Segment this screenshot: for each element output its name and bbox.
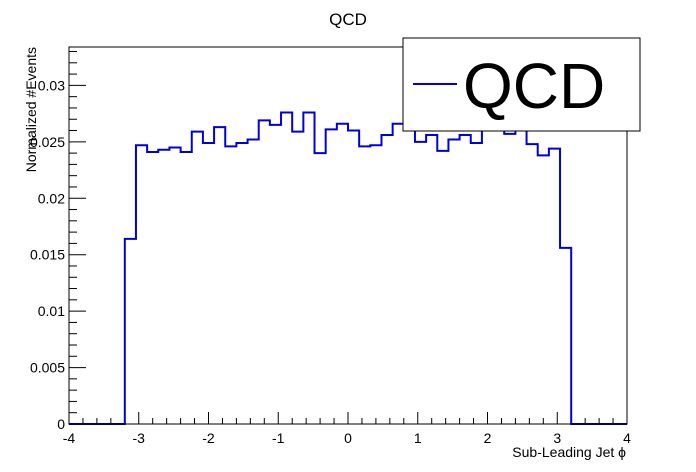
histogram-bin [415, 142, 426, 424]
histogram-bin [560, 248, 571, 424]
histogram-bin [348, 131, 359, 424]
histogram-bin [504, 134, 515, 424]
histogram-bin [326, 129, 337, 424]
histogram-bin [158, 150, 169, 424]
histogram-bin [437, 151, 448, 424]
y-axis-ticks: 0 0.005 0.01 0.015 0.02 0.025 0.03 [30, 51, 86, 432]
histogram-bin [549, 149, 560, 424]
plot-frame [68, 46, 628, 425]
histogram-bin [248, 140, 259, 424]
histogram-bin [370, 145, 381, 424]
histogram-bin [225, 146, 236, 424]
histogram-bin [315, 153, 326, 424]
histogram-bin [460, 135, 471, 424]
histogram-bin [214, 127, 225, 424]
histogram-bin [259, 120, 270, 424]
histogram-bin [381, 135, 392, 424]
chart-title: QCD [329, 10, 367, 29]
histogram-bin [303, 112, 314, 424]
x-axis-label: Sub-Leading Jet ϕ [512, 444, 626, 460]
histogram-bin [448, 140, 459, 424]
x-tick-label: -1 [272, 430, 285, 446]
x-tick-label: -4 [63, 430, 76, 446]
histogram-bin [136, 145, 147, 424]
histogram-bin [203, 143, 214, 424]
x-axis-ticks: -4 -3 -2 -1 0 1 2 3 4 [63, 412, 631, 446]
histogram-bin [393, 124, 404, 424]
histogram-bin [359, 146, 370, 424]
y-tick-label: 0.005 [30, 360, 65, 376]
x-tick-label: -3 [133, 430, 146, 446]
histogram-bin [527, 144, 538, 424]
histogram-bin [181, 152, 192, 424]
x-tick-label: 3 [553, 430, 561, 446]
histogram-bin [515, 127, 526, 424]
histogram-bin [192, 132, 203, 424]
y-tick-label: 0.025 [30, 134, 65, 150]
y-tick-label: 0.02 [38, 190, 65, 206]
x-tick-label: 4 [623, 430, 631, 446]
histogram-bin [482, 127, 493, 424]
histogram-bin [404, 127, 415, 424]
histogram-bin [471, 143, 482, 424]
y-tick-label: 0.015 [30, 247, 65, 263]
histogram-bin [337, 124, 348, 424]
histogram-bin [169, 147, 180, 424]
histogram-bin [538, 155, 549, 424]
x-tick-label: 2 [484, 430, 492, 446]
histogram-bin [493, 128, 504, 424]
legend-entry-label: QCD [463, 50, 605, 122]
histogram-bin [281, 112, 292, 424]
histogram-bin [147, 152, 158, 424]
x-tick-label: 0 [344, 430, 352, 446]
y-tick-label: 0 [57, 416, 65, 432]
histogram-series [69, 111, 627, 425]
legend: QCD [402, 37, 641, 132]
histogram-bin [292, 132, 303, 424]
histogram-bin [125, 239, 136, 424]
x-tick-label: 1 [414, 430, 422, 446]
y-tick-label: 0.01 [38, 303, 65, 319]
y-tick-label: 0.03 [38, 77, 65, 93]
x-tick-label: -2 [202, 430, 215, 446]
histogram-bin [426, 135, 437, 424]
histogram-bin [236, 143, 247, 424]
histogram-bin [270, 125, 281, 424]
y-axis-label: Normalized #Events [23, 47, 39, 172]
